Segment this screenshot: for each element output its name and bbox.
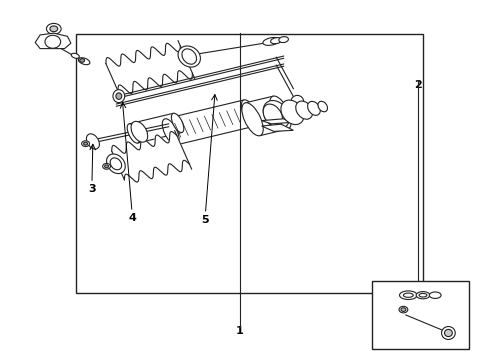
Ellipse shape <box>104 165 108 168</box>
Text: 2: 2 <box>413 80 421 90</box>
Ellipse shape <box>80 59 84 62</box>
Text: 5: 5 <box>201 215 209 225</box>
Ellipse shape <box>317 101 327 112</box>
Ellipse shape <box>116 93 122 99</box>
Ellipse shape <box>400 308 405 311</box>
Ellipse shape <box>182 49 196 64</box>
Ellipse shape <box>270 38 282 44</box>
Ellipse shape <box>290 103 300 113</box>
Polygon shape <box>164 100 255 145</box>
Polygon shape <box>129 113 182 143</box>
Ellipse shape <box>242 103 263 136</box>
Polygon shape <box>111 131 189 182</box>
Polygon shape <box>106 43 192 94</box>
Ellipse shape <box>295 101 312 119</box>
Polygon shape <box>116 56 283 98</box>
Ellipse shape <box>131 121 147 142</box>
Ellipse shape <box>102 163 110 169</box>
Ellipse shape <box>86 134 99 149</box>
Polygon shape <box>261 119 290 124</box>
Polygon shape <box>116 64 283 106</box>
Ellipse shape <box>398 306 407 313</box>
Ellipse shape <box>78 58 90 65</box>
Ellipse shape <box>278 37 288 42</box>
Text: 4: 4 <box>128 213 136 223</box>
Ellipse shape <box>263 37 279 45</box>
Ellipse shape <box>81 141 89 147</box>
Text: 1: 1 <box>235 326 243 336</box>
Ellipse shape <box>50 26 58 32</box>
Ellipse shape <box>45 35 61 48</box>
Ellipse shape <box>280 100 304 125</box>
Polygon shape <box>35 33 71 49</box>
Ellipse shape <box>171 113 183 132</box>
Bar <box>76 34 422 293</box>
Ellipse shape <box>178 46 200 67</box>
Text: 3: 3 <box>88 184 96 194</box>
Polygon shape <box>245 96 287 136</box>
Polygon shape <box>261 124 293 131</box>
Ellipse shape <box>415 292 429 299</box>
Ellipse shape <box>113 90 124 103</box>
Ellipse shape <box>46 23 61 34</box>
Ellipse shape <box>441 327 454 339</box>
Bar <box>371 281 468 349</box>
Ellipse shape <box>428 292 440 298</box>
Ellipse shape <box>399 291 416 300</box>
Ellipse shape <box>290 95 303 108</box>
Ellipse shape <box>263 104 282 126</box>
Ellipse shape <box>263 100 289 129</box>
Ellipse shape <box>71 53 79 58</box>
Ellipse shape <box>269 96 290 129</box>
Ellipse shape <box>162 119 179 145</box>
Ellipse shape <box>127 124 140 143</box>
Ellipse shape <box>444 329 451 337</box>
Ellipse shape <box>106 154 125 174</box>
Ellipse shape <box>307 102 320 115</box>
Ellipse shape <box>83 142 87 145</box>
Ellipse shape <box>241 100 258 126</box>
